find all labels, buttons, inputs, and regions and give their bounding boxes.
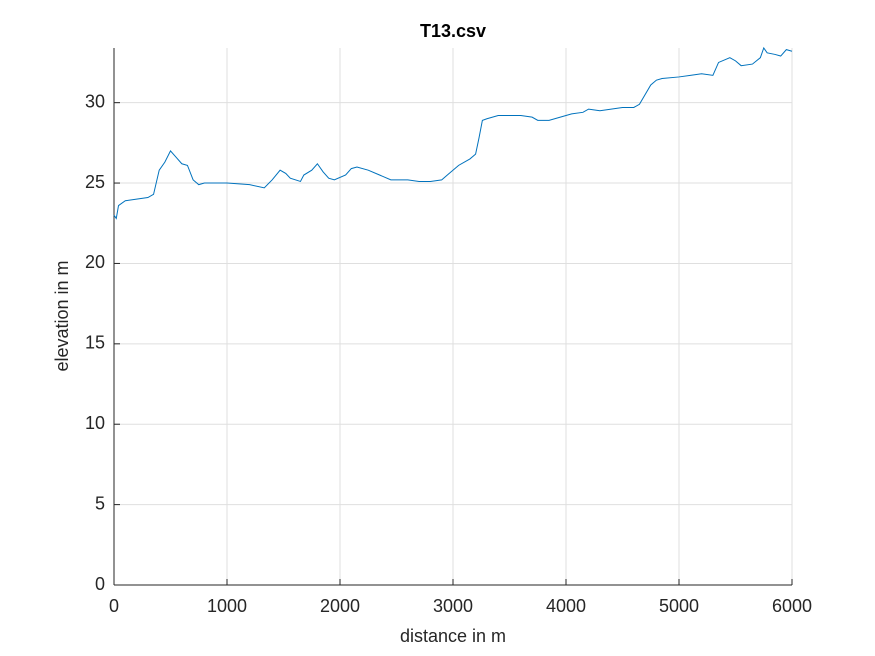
x-tick-label: 3000 [433, 596, 473, 616]
chart-title: T13.csv [420, 21, 486, 41]
x-axis-label: distance in m [400, 626, 506, 646]
x-tick-label: 6000 [772, 596, 812, 616]
x-tick-label: 1000 [207, 596, 247, 616]
x-tick-label: 0 [109, 596, 119, 616]
y-axis-label: elevation in m [52, 260, 72, 371]
y-tick-label: 10 [85, 413, 105, 433]
y-tick-label: 20 [85, 252, 105, 272]
x-tick-label: 2000 [320, 596, 360, 616]
y-tick-label: 0 [95, 574, 105, 594]
x-tick-label: 4000 [546, 596, 586, 616]
y-tick-label: 25 [85, 172, 105, 192]
x-tick-label: 5000 [659, 596, 699, 616]
y-tick-label: 15 [85, 333, 105, 353]
y-tick-label: 5 [95, 493, 105, 513]
y-tick-label: 30 [85, 91, 105, 111]
data-line [113, 46, 793, 220]
